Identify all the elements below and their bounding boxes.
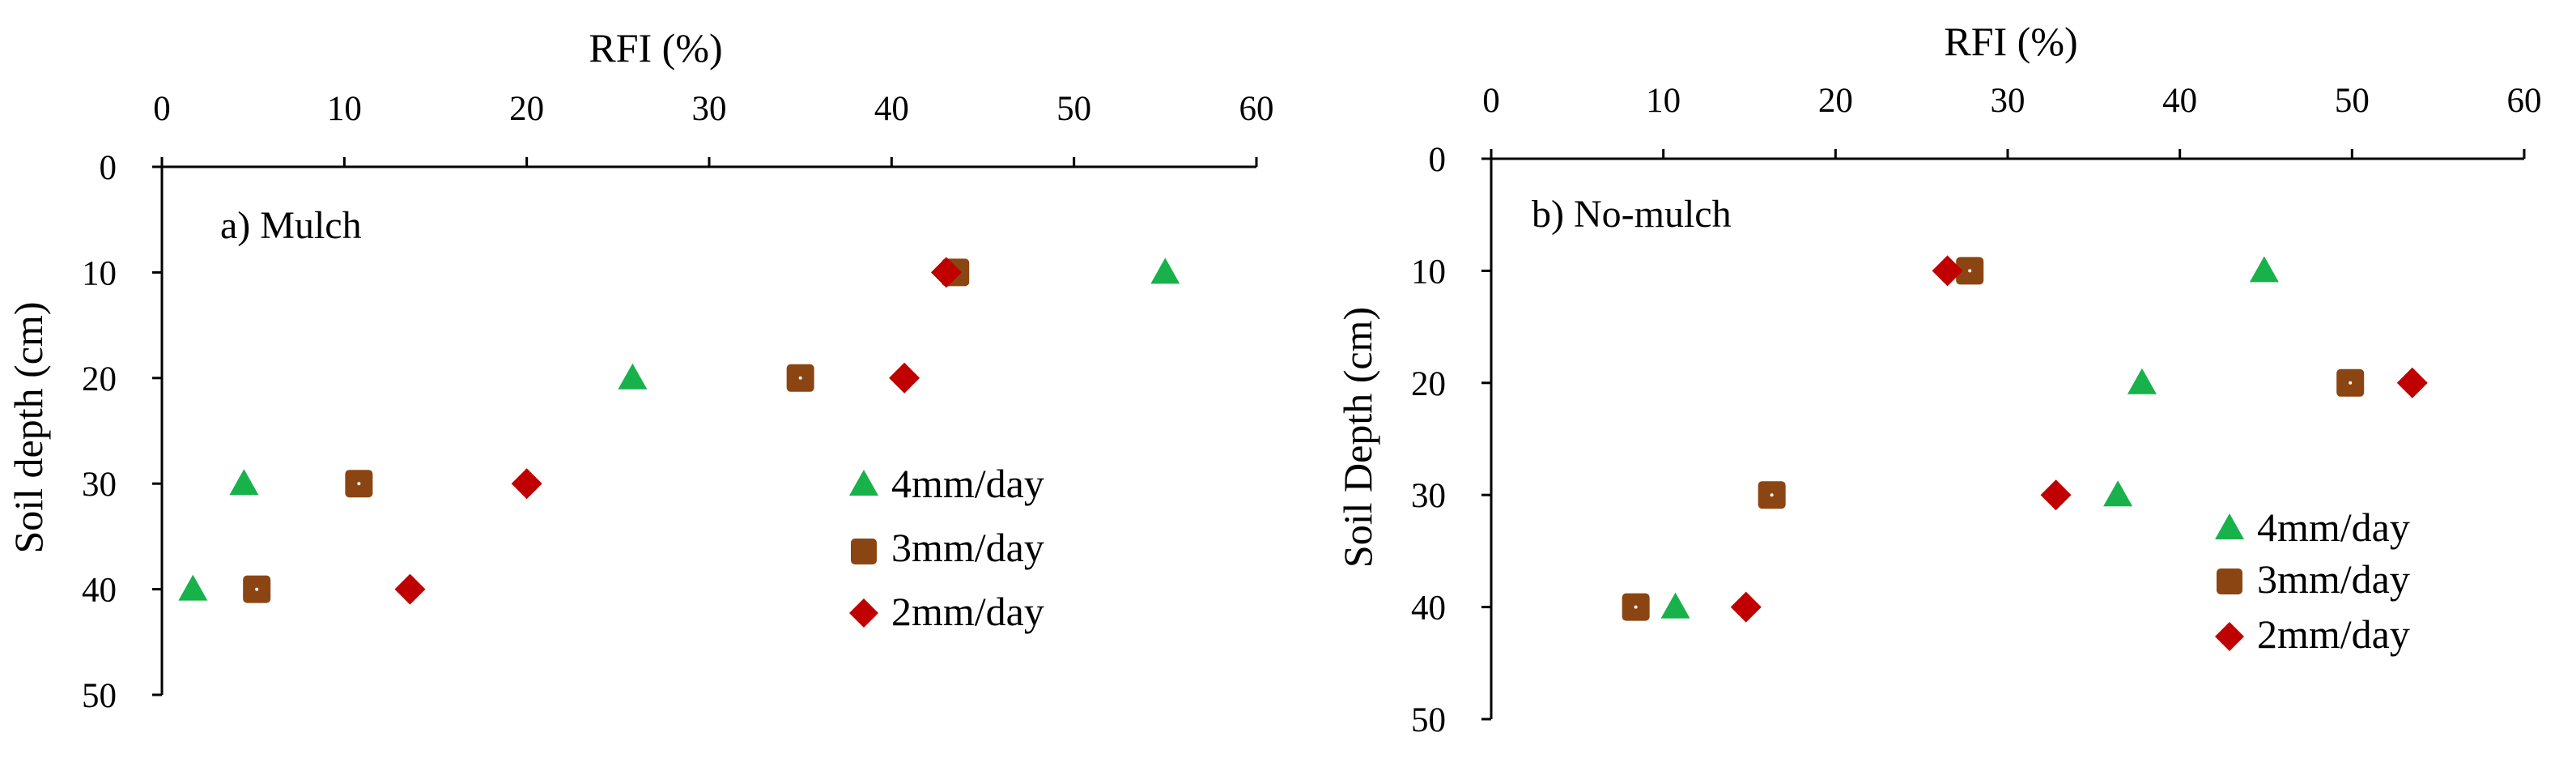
panel-a-x-axis-title: RFI (%) xyxy=(589,25,722,70)
panel-a-legend-item-3mm: 3mm/day xyxy=(851,525,1044,570)
x-tick-label: 50 xyxy=(2335,82,2370,120)
panel-a-legend: 4mm/day 3mm/day 2mm/day xyxy=(849,461,1044,634)
x-tick-label: 30 xyxy=(1991,82,2026,120)
y-tick-label: 40 xyxy=(82,572,117,610)
diamond-point-2mm xyxy=(511,468,542,500)
panel-a-legend-item-2mm: 2mm/day xyxy=(849,589,1044,634)
x-tick-label: 10 xyxy=(1646,82,1681,120)
square-point-center-dot xyxy=(1968,269,1972,273)
panel-b-legend-item-3mm: 3mm/day xyxy=(2217,556,2410,602)
y-tick-label: 30 xyxy=(82,466,117,504)
diamond-point-2mm xyxy=(930,257,962,288)
panel-b: RFI (%) Soil Depth (cm) b) No-mulch 0 10 2… xyxy=(1335,19,2542,739)
y-tick-label: 50 xyxy=(1411,701,1446,739)
x-tick-label: 0 xyxy=(153,90,171,128)
x-tick-label: 60 xyxy=(1239,90,1274,128)
square-point-center-dot xyxy=(2349,381,2353,385)
panel-b-legend: 4mm/day 3mm/day 2mm/day xyxy=(2215,505,2410,657)
panel-b-legend-item-4mm: 4mm/day xyxy=(2215,505,2410,550)
triangle-point-4mm xyxy=(2127,368,2157,394)
y-tick-label: 50 xyxy=(82,677,117,715)
square-point-center-dot xyxy=(357,482,361,486)
x-tick-label: 50 xyxy=(1056,90,1091,128)
panel-a-label: a) Mulch xyxy=(220,204,362,247)
diamond-point-2mm xyxy=(1932,255,1963,287)
square-point-center-dot xyxy=(798,376,802,380)
square-point-center-dot xyxy=(1634,605,1638,609)
x-tick-label: 0 xyxy=(1482,82,1500,120)
triangle-point-4mm xyxy=(2103,480,2133,507)
panel-a-legend-item-4mm: 4mm/day xyxy=(849,461,1044,506)
x-tick-label: 20 xyxy=(509,90,544,128)
panel-b-y-axis-title: Soil Depth (cm) xyxy=(1335,307,1380,568)
diamond-point-2mm xyxy=(2396,367,2428,398)
x-tick-label: 10 xyxy=(327,90,362,128)
legend-square-marker xyxy=(2217,568,2242,594)
legend-square-marker xyxy=(851,539,877,564)
y-tick-label: 0 xyxy=(1429,141,1447,179)
diamond-point-2mm xyxy=(2040,479,2072,511)
y-tick-label: 10 xyxy=(1411,253,1446,291)
legend-triangle-marker xyxy=(2215,513,2244,539)
panel-b-legend-item-2mm: 2mm/day xyxy=(2215,611,2410,657)
panel-a-axes: 0 10 20 30 40 50 60 0 10 20 30 40 50 xyxy=(82,90,1274,715)
y-tick-label: 0 xyxy=(100,149,117,187)
panel-a-y-axis-title: Soil depth (cm) xyxy=(6,301,51,553)
triangle-point-4mm xyxy=(229,469,259,496)
y-tick-label: 40 xyxy=(1411,590,1446,628)
square-point-center-dot xyxy=(1770,493,1774,497)
legend-diamond-marker xyxy=(2215,622,2244,651)
legend-label: 3mm/day xyxy=(891,525,1044,570)
x-tick-label: 60 xyxy=(2507,82,2542,120)
diamond-point-2mm xyxy=(394,573,426,605)
legend-label: 3mm/day xyxy=(2257,556,2410,602)
triangle-point-4mm xyxy=(2249,256,2279,283)
legend-label: 2mm/day xyxy=(891,589,1044,634)
legend-label: 2mm/day xyxy=(2257,611,2410,657)
square-point-center-dot xyxy=(255,587,259,591)
panel-b-points xyxy=(1622,255,2428,623)
panel-a: RFI (%) Soil depth (cm) a) Mulch 0 10 20 30… xyxy=(6,25,1274,715)
diamond-point-2mm xyxy=(1730,591,1762,623)
panel-b-label: b) No-mulch xyxy=(1532,193,1732,236)
x-tick-label: 40 xyxy=(874,90,909,128)
legend-label: 4mm/day xyxy=(2257,505,2410,550)
triangle-point-4mm xyxy=(1150,258,1180,284)
legend-diamond-marker xyxy=(849,598,878,628)
y-tick-label: 20 xyxy=(82,360,117,398)
x-tick-label: 30 xyxy=(692,90,727,128)
x-tick-label: 20 xyxy=(1818,82,1853,120)
triangle-point-4mm xyxy=(178,574,208,601)
y-tick-label: 20 xyxy=(1411,365,1446,403)
triangle-point-4mm xyxy=(618,363,648,390)
y-tick-label: 30 xyxy=(1411,477,1446,515)
legend-triangle-marker xyxy=(849,470,878,496)
y-tick-label: 10 xyxy=(82,254,117,292)
panel-b-x-axis-title: RFI (%) xyxy=(1944,19,2077,64)
triangle-point-4mm xyxy=(1660,592,1690,619)
x-tick-label: 40 xyxy=(2162,82,2197,120)
legend-label: 4mm/day xyxy=(891,461,1044,506)
panel-b-axes: 0 10 20 30 40 50 60 0 10 20 30 40 50 xyxy=(1411,82,2542,739)
panel-a-points xyxy=(178,257,1180,605)
diamond-point-2mm xyxy=(889,362,920,394)
